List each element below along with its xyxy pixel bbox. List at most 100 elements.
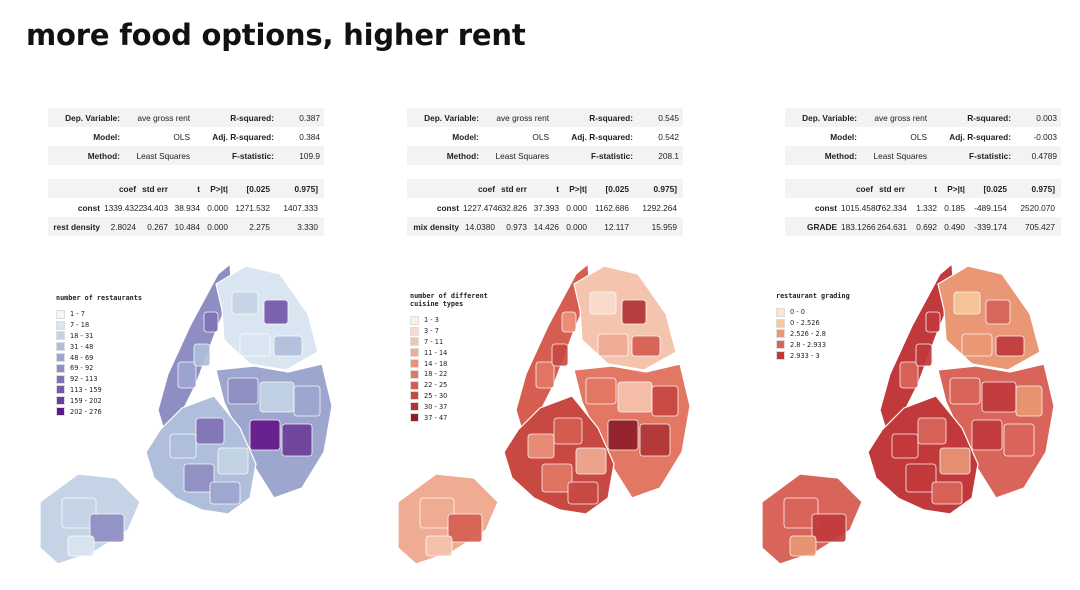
summary-value: 0.545 (658, 112, 679, 123)
regression-table: Dep. Variable: ave gross rent R-squared:… (407, 108, 683, 236)
zip-area (953, 291, 981, 315)
coef-cell: 2.8024 (110, 221, 136, 232)
summary-row: Dep. Variable: ave gross rent R-squared:… (48, 108, 324, 127)
zip-area (651, 385, 679, 417)
coef-header-cell: std err (501, 183, 527, 194)
zip-area (597, 333, 629, 357)
choropleth-map-grading: restaurant grading 0 - 0 0 - 2.526 2.526 -… (740, 252, 1060, 582)
legend-swatch (410, 359, 419, 369)
legend-label: 92 - 113 (70, 375, 98, 384)
zip-area (195, 417, 225, 445)
coef-cell: 0.000 (566, 221, 587, 232)
zip-area (1015, 385, 1043, 417)
summary-label: Model: (452, 131, 479, 142)
legend-item: 1 - 7 (56, 309, 142, 320)
zip-area (551, 343, 569, 367)
summary-value: OLS (910, 131, 927, 142)
zip-area (917, 417, 947, 445)
legend-label: 0 - 0 (790, 308, 805, 317)
regression-summary: Dep. Variable: ave gross rent R-squared:… (785, 108, 1061, 165)
coef-cell: 2.275 (249, 221, 270, 232)
legend-item: 113 - 159 (56, 385, 142, 396)
coef-header-cell: 0.975] (294, 183, 318, 194)
legend-title: number of different cuisine types (410, 292, 488, 308)
summary-value: Least Squares (495, 150, 549, 161)
summary-row: Dep. Variable: ave gross rent R-squared:… (785, 108, 1061, 127)
coef-cell: 762.334 (877, 202, 907, 213)
summary-value: 208.1 (658, 150, 679, 161)
coef-header-cell: coef (855, 183, 873, 194)
coef-row-label: const (814, 202, 837, 213)
zip-area (949, 377, 981, 405)
coef-cell: 34.403 (142, 202, 168, 213)
summary-label: Adj. R-squared: (949, 131, 1011, 142)
legend-items: 1 - 7 7 - 18 18 - 31 31 - 48 48 - 69 69 - 92 9… (56, 309, 142, 417)
coef-cell: 15.959 (651, 221, 677, 232)
summary-label: Dep. Variable: (65, 112, 120, 123)
coef-row-label: const (77, 202, 100, 213)
summary-label: F-statistic: (969, 150, 1011, 161)
zip-area (535, 361, 555, 389)
coef-row-label: const (436, 202, 459, 213)
summary-label: Dep. Variable: (424, 112, 479, 123)
nyc-map (397, 262, 691, 565)
legend-swatch (410, 315, 419, 325)
coef-header-cell: [0.025 (983, 183, 1007, 194)
coef-header-cell: 0.975] (1031, 183, 1055, 194)
legend-label: 3 - 7 (424, 327, 439, 336)
coef-cell: 1407.333 (283, 202, 318, 213)
zip-area (553, 417, 583, 445)
summary-value: OLS (173, 131, 190, 142)
zip-area (639, 423, 671, 457)
legend-swatch (410, 402, 419, 412)
legend-label: 2.933 - 3 (790, 351, 820, 360)
zip-area (281, 423, 313, 457)
summary-value: 0.387 (299, 112, 320, 123)
nyc-map (39, 262, 333, 565)
zip-area (589, 291, 617, 315)
summary-label: Dep. Variable: (802, 112, 857, 123)
zip-area (293, 385, 321, 417)
legend-item: 0 - 2.526 (776, 318, 850, 329)
summary-value: -0.003 (1033, 131, 1057, 142)
zip-area (631, 335, 661, 357)
legend-item: 18 - 31 (56, 331, 142, 342)
zip-area (239, 333, 271, 357)
legend-swatch (56, 363, 65, 373)
coef-header-cell: [0.025 (246, 183, 270, 194)
zip-area (193, 343, 211, 367)
map-legend: number of restaurants 1 - 7 7 - 18 18 - 31… (56, 294, 142, 417)
coef-cell: 0.973 (506, 221, 527, 232)
zip-area (981, 381, 1017, 413)
summary-label: Method: (824, 150, 857, 161)
summary-label: Adj. R-squared: (212, 131, 274, 142)
legend-swatch (56, 396, 65, 406)
legend-item: 11 - 14 (410, 347, 488, 358)
coef-cell: 32.826 (501, 202, 527, 213)
legend-swatch (410, 380, 419, 390)
coef-header-row: coef std err t P>|t| [0.025 0.975] (407, 179, 683, 198)
coef-cell: 1162.686 (595, 202, 629, 213)
zip-area (1003, 423, 1035, 457)
zip-area (169, 433, 197, 459)
summary-label: R-squared: (967, 112, 1011, 123)
legend-swatch (410, 413, 419, 423)
legend-label: 2.526 - 2.8 (790, 329, 826, 338)
panel-restaurant-grading: Dep. Variable: ave gross rent R-squared:… (785, 108, 1061, 236)
zip-area (447, 513, 483, 543)
coef-cell: 0.267 (147, 221, 168, 232)
summary-value: 0.542 (658, 131, 679, 142)
coef-cell: 2520.070 (1020, 202, 1055, 213)
regression-table: Dep. Variable: ave gross rent R-squared:… (48, 108, 324, 236)
legend-item: 92 - 113 (56, 374, 142, 385)
summary-value: OLS (532, 131, 549, 142)
zip-area (899, 361, 919, 389)
summary-label: Adj. R-squared: (571, 131, 633, 142)
legend-item: 2.933 - 3 (776, 350, 850, 361)
legend-label: 18 - 22 (424, 370, 448, 379)
zip-area (561, 311, 577, 333)
zip-area (425, 535, 453, 557)
coef-cell: 264.631 (877, 221, 907, 232)
coef-cell: 12.117 (604, 221, 629, 232)
